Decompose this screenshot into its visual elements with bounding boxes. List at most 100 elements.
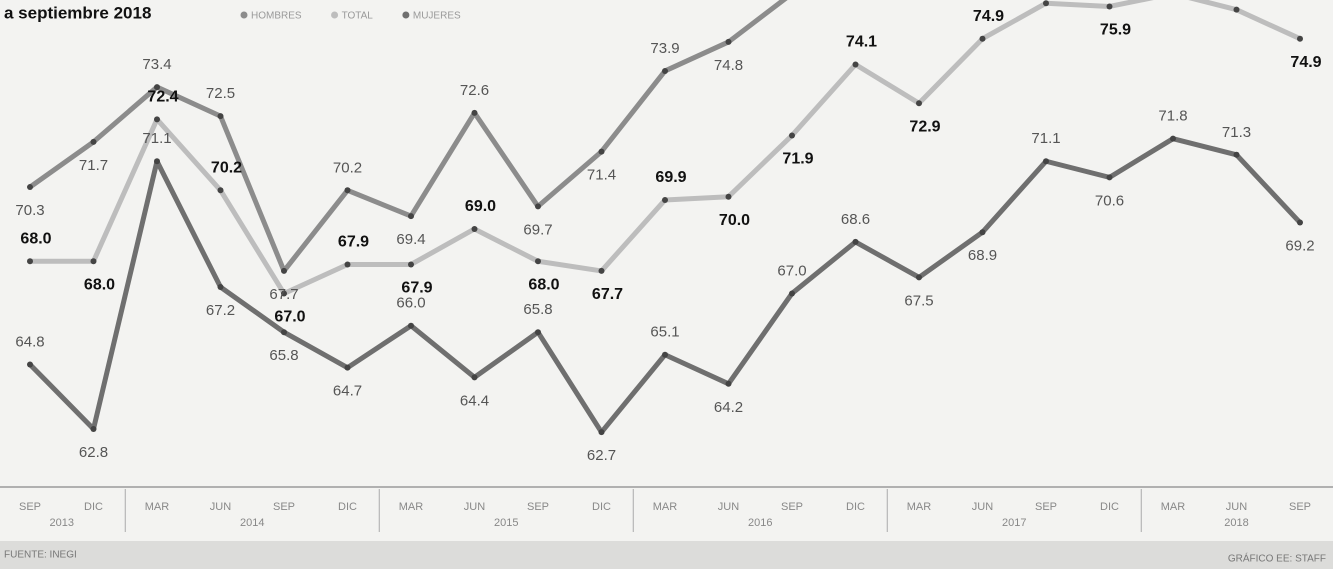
- x-tick-label: JUN: [464, 501, 485, 513]
- data-point: [281, 329, 287, 336]
- data-point: [598, 148, 605, 155]
- data-label: 62.7: [587, 447, 616, 464]
- data-point: [27, 184, 33, 191]
- data-label: 72.5: [206, 85, 235, 102]
- data-label: 71.9: [782, 151, 813, 168]
- data-point: [471, 225, 478, 232]
- data-label: 69.9: [655, 169, 686, 186]
- data-point: [90, 258, 97, 265]
- data-point: [1297, 35, 1303, 42]
- legend-label: HOMBRES: [251, 11, 302, 22]
- data-label: 71.7: [79, 157, 108, 174]
- x-tick-label: DIC: [338, 501, 357, 513]
- data-point: [90, 138, 97, 145]
- data-point: [789, 290, 795, 297]
- data-label: 67.7: [592, 286, 623, 303]
- data-label: 73.4: [142, 56, 171, 73]
- year-label: 2018: [1224, 517, 1248, 529]
- x-tick-label: MAR: [399, 501, 424, 513]
- data-point: [662, 351, 668, 358]
- x-tick-label: SEP: [19, 501, 41, 513]
- year-label: 2015: [494, 517, 518, 529]
- year-label: 2014: [240, 517, 264, 529]
- data-point: [979, 229, 986, 236]
- data-label: 64.7: [333, 383, 362, 400]
- year-label: 2016: [748, 517, 772, 529]
- data-label: 67.9: [338, 234, 369, 251]
- data-label: 67.0: [274, 309, 305, 326]
- data-label: 69.0: [465, 198, 496, 215]
- data-label: 64.4: [460, 392, 489, 409]
- data-point: [1043, 0, 1049, 7]
- data-point: [344, 187, 351, 194]
- x-tick-label: JUN: [210, 501, 231, 513]
- data-label: 68.9: [968, 247, 997, 264]
- data-label: 71.1: [1031, 130, 1060, 147]
- data-point: [408, 261, 414, 268]
- source: FUENTE: INEGI: [4, 550, 77, 561]
- data-point: [852, 238, 859, 245]
- data-point: [725, 193, 732, 200]
- data-point: [408, 322, 414, 329]
- data-label: 70.6: [1095, 192, 1124, 209]
- data-point: [281, 267, 287, 274]
- data-point: [1233, 6, 1240, 13]
- year-label: 2017: [1002, 517, 1026, 529]
- data-label: 72.6: [460, 82, 489, 99]
- data-point: [725, 38, 732, 45]
- data-point: [1106, 174, 1113, 181]
- data-label: 67.2: [206, 302, 235, 319]
- plot-area: [27, 0, 1303, 436]
- footer-band: [0, 541, 1333, 569]
- x-tick-label: MAR: [145, 501, 170, 513]
- data-point: [281, 290, 287, 297]
- data-point: [1043, 158, 1049, 165]
- data-label: 71.3: [1222, 124, 1251, 141]
- data-point: [90, 425, 97, 432]
- x-tick-label: JUN: [718, 501, 739, 513]
- x-tick-label: SEP: [273, 501, 295, 513]
- data-point: [598, 429, 605, 436]
- data-label: 64.2: [714, 399, 743, 416]
- data-label: 68.0: [528, 276, 559, 293]
- data-point: [154, 158, 160, 165]
- data-label: 65.8: [269, 347, 298, 364]
- x-tick-label: DIC: [84, 501, 103, 513]
- legend-label: TOTAL: [342, 11, 374, 22]
- data-label: 65.1: [650, 324, 679, 341]
- data-point: [535, 258, 541, 265]
- data-point: [27, 361, 33, 368]
- x-tick-label: DIC: [592, 501, 611, 513]
- data-point: [979, 35, 986, 42]
- data-label: 72.4: [147, 89, 178, 106]
- data-label: 70.2: [333, 159, 362, 176]
- legend-label: MUJERES: [413, 11, 461, 22]
- data-point: [662, 67, 668, 74]
- data-point: [1297, 219, 1303, 226]
- data-label: 69.7: [523, 221, 552, 238]
- data-point: [1233, 151, 1240, 158]
- data-point: [471, 109, 478, 116]
- data-point: [154, 84, 160, 91]
- data-label: 68.0: [84, 276, 115, 293]
- data-point: [344, 261, 351, 268]
- data-point: [598, 267, 605, 274]
- x-tick-label: DIC: [1100, 501, 1119, 513]
- data-label: 66.0: [396, 295, 425, 312]
- data-point: [408, 213, 414, 220]
- data-point: [217, 113, 224, 120]
- data-label: 71.4: [587, 167, 616, 184]
- data-point: [789, 132, 795, 139]
- x-tick-label: SEP: [781, 501, 803, 513]
- x-tick-label: MAR: [1161, 501, 1186, 513]
- x-tick-label: SEP: [1035, 501, 1057, 513]
- data-label: 73.9: [650, 40, 679, 57]
- data-point: [1106, 3, 1113, 10]
- legend-swatch: [331, 11, 339, 19]
- x-tick-label: DIC: [846, 501, 865, 513]
- legend-swatch: [402, 11, 410, 19]
- data-label: 71.8: [1158, 108, 1187, 125]
- data-label: 71.1: [142, 130, 171, 147]
- data-label: 75.9: [1100, 22, 1131, 39]
